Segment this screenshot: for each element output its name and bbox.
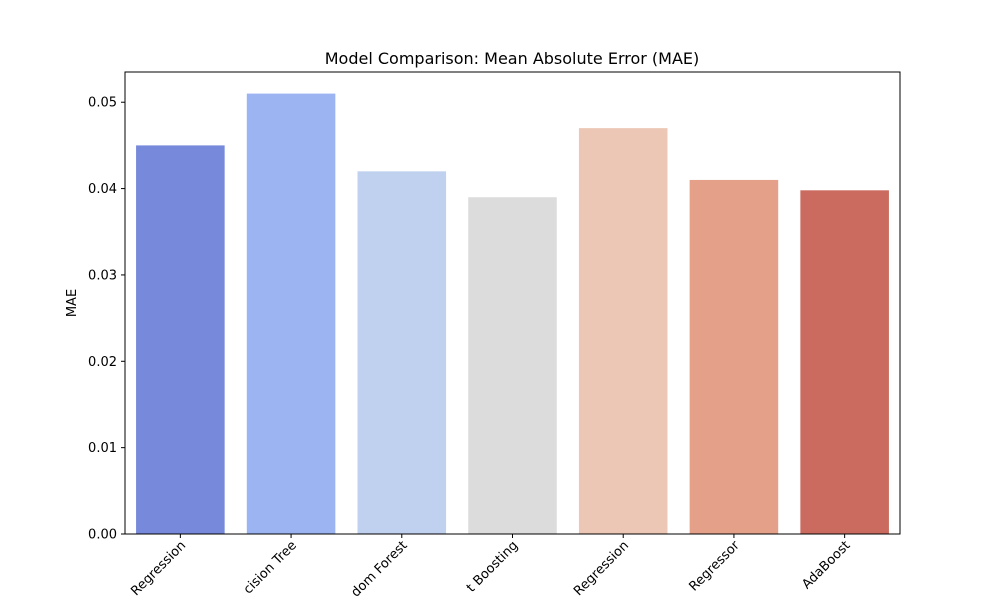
y-tick-label: 0.01: [88, 441, 117, 456]
y-tick-label: 0.04: [88, 182, 117, 197]
x-ticks-group: Regression cision Tree dom Forest t Boostin…: [128, 534, 853, 600]
x-tick-label: t Boosting: [464, 538, 521, 595]
y-axis-label: MAE: [65, 289, 80, 317]
y-tick-label: 0.02: [88, 355, 117, 370]
x-tick-label: dom Forest: [348, 538, 410, 600]
x-tick-label: AdaBoost: [799, 538, 853, 592]
y-tick-label: 0.05: [88, 96, 117, 111]
bar-2: [246, 93, 336, 534]
x-tick-label: Regression: [571, 538, 632, 599]
bar-4: [468, 197, 557, 534]
y-ticks-group: 0.00 0.01 0.02 0.03 0.04 0.05: [88, 96, 125, 543]
bar-3: [357, 171, 447, 534]
bar-1: [136, 145, 225, 534]
x-tick-label: cision Tree: [241, 538, 300, 597]
bar-6: [689, 179, 779, 534]
chart-title: Model Comparison: Mean Absolute Error (M…: [325, 49, 700, 68]
y-tick-label: 0.03: [88, 268, 117, 283]
plot-frame: [124, 71, 901, 535]
y-tick-label: 0.00: [88, 528, 117, 543]
bar-7: [800, 190, 889, 534]
bars-group: [136, 93, 889, 534]
x-tick-label: Regressor: [686, 538, 743, 595]
bar-5: [578, 128, 668, 534]
x-tick-label: Regression: [128, 538, 189, 599]
